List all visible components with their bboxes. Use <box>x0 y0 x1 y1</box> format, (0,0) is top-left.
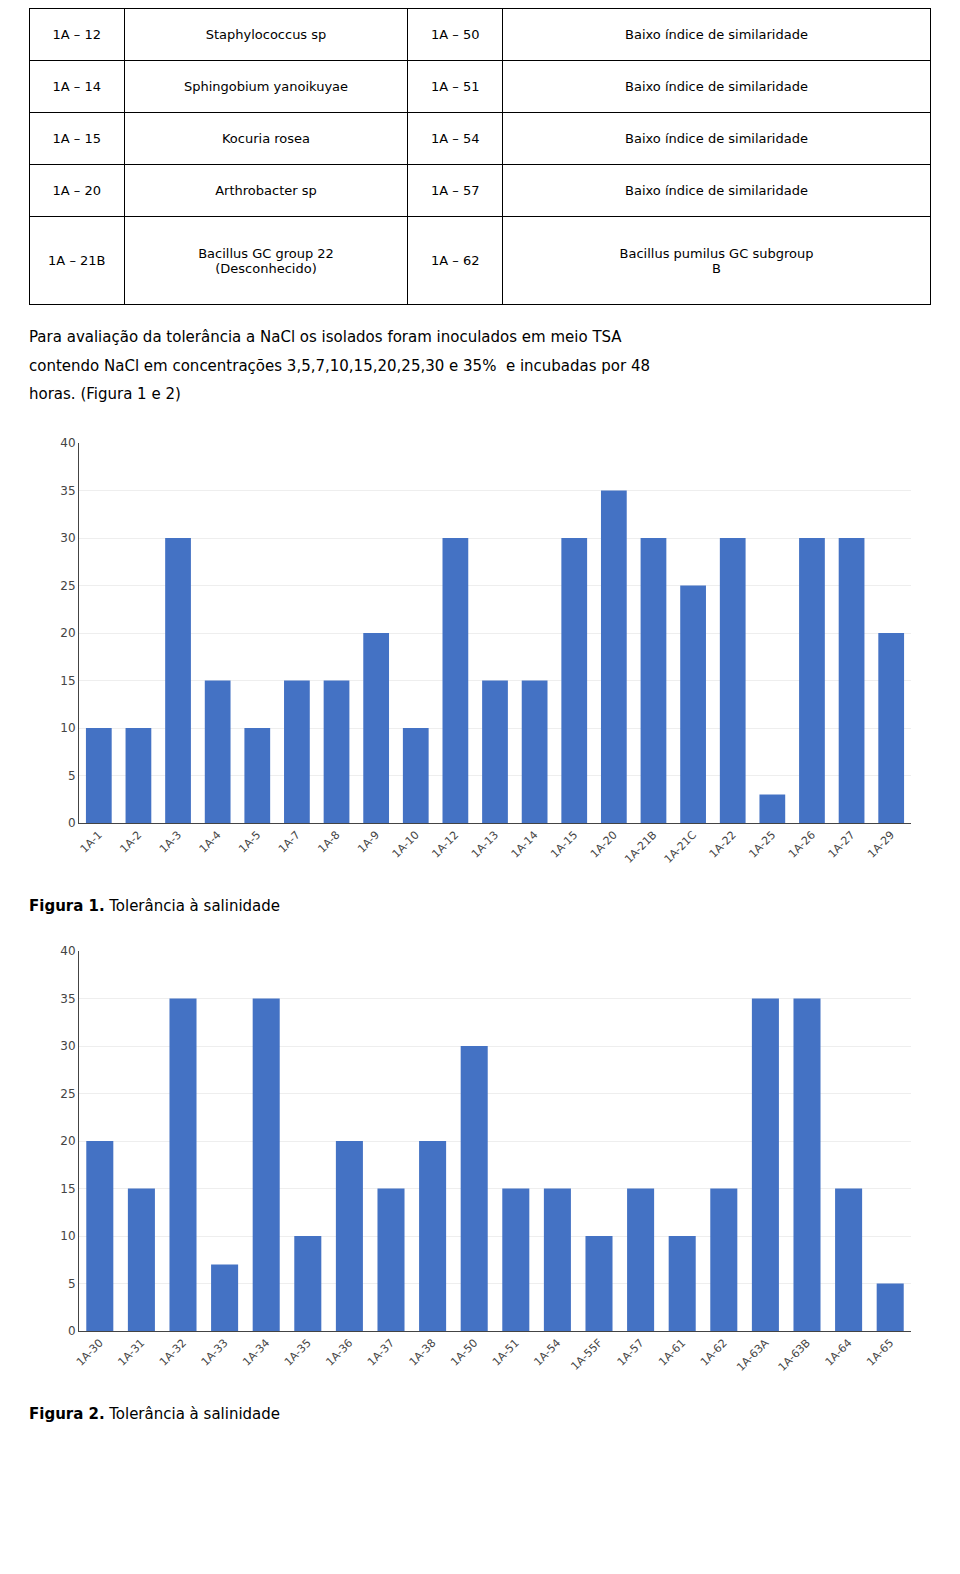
svg-text:10: 10 <box>60 721 75 735</box>
html-text:Para avaliação da tolerância a: Para avaliação da tolerância a NaCl os i… <box>29 328 622 346</box>
svg-text:5: 5 <box>68 1276 76 1290</box>
html-text:contendo NaCl em concentrações: contendo NaCl em concentrações 3,5,7,10,… <box>29 356 651 375</box>
svg-text:15: 15 <box>60 673 75 687</box>
html-text:1A – 57: 1A – 57 <box>431 183 480 198</box>
svg-text:1A-65: 1A-65 <box>864 1336 896 1368</box>
html-text:1A – 51: 1A – 51 <box>431 79 480 94</box>
svg-text:1A-4: 1A-4 <box>197 828 224 855</box>
svg-text:1A-51: 1A-51 <box>490 1336 522 1368</box>
svg-text:1A-2: 1A-2 <box>117 828 144 855</box>
svg-text:1A-26: 1A-26 <box>786 828 818 860</box>
svg-text:1A-62: 1A-62 <box>698 1336 730 1368</box>
svg-text:1A-13: 1A-13 <box>469 828 501 860</box>
svg-text:1A-29: 1A-29 <box>865 828 897 860</box>
svg-text:25: 25 <box>60 1086 75 1100</box>
svg-text:1A-1: 1A-1 <box>78 828 105 855</box>
svg-text:15: 15 <box>60 1181 75 1195</box>
html-text:Bacillus GC group 22 (Desconhe: Bacillus GC group 22 (Desconhecido) <box>198 245 334 276</box>
svg-text:35: 35 <box>60 991 75 1005</box>
html-text:1A – 14: 1A – 14 <box>52 79 101 94</box>
svg-text:1A-12: 1A-12 <box>429 828 461 860</box>
html-text:1A – 50: 1A – 50 <box>431 27 480 42</box>
html-text:Bacillus pumilus GC subgroup B: Bacillus pumilus GC subgroup B <box>619 245 814 276</box>
svg-text:1A-54: 1A-54 <box>531 1336 563 1368</box>
svg-text:1A-20: 1A-20 <box>588 828 620 860</box>
svg-text:0: 0 <box>68 816 76 830</box>
svg-text:1A-34: 1A-34 <box>240 1336 272 1368</box>
svg-text:25: 25 <box>60 578 75 592</box>
html-text:Arthrobacter sp: Arthrobacter sp <box>215 183 317 198</box>
svg-text:1A-15: 1A-15 <box>548 828 580 860</box>
html-text:Baixo índice de similaridade: Baixo índice de similaridade <box>625 131 808 146</box>
svg-text:1A-10: 1A-10 <box>390 828 422 860</box>
svg-text:1A-61: 1A-61 <box>656 1336 688 1368</box>
svg-text:1A-55F: 1A-55F <box>569 1336 605 1372</box>
svg-text:1A-14: 1A-14 <box>509 828 541 860</box>
svg-text:1A-25: 1A-25 <box>746 828 778 860</box>
svg-text:1A-32: 1A-32 <box>157 1336 189 1368</box>
svg-text:1A-57: 1A-57 <box>615 1336 647 1368</box>
svg-text:20: 20 <box>60 626 75 640</box>
svg-text:1A-63B: 1A-63B <box>776 1336 813 1373</box>
svg-text:30: 30 <box>60 531 75 545</box>
svg-text:1A-9: 1A-9 <box>355 828 382 855</box>
svg-text:1A-21B: 1A-21B <box>622 828 659 865</box>
svg-text:1A-33: 1A-33 <box>199 1336 231 1368</box>
html-text:1A – 54: 1A – 54 <box>431 131 480 146</box>
svg-text:1A-37: 1A-37 <box>365 1336 397 1368</box>
html-text:1A – 62: 1A – 62 <box>431 253 480 268</box>
html-text:horas. (Figura 1 e 2): horas. (Figura 1 e 2) <box>29 385 181 403</box>
svg-text:1A-22: 1A-22 <box>707 828 739 860</box>
html-text:Baixo índice de similaridade: Baixo índice de similaridade <box>625 79 808 94</box>
svg-text:35: 35 <box>60 483 75 497</box>
svg-text:1A-3: 1A-3 <box>157 828 184 855</box>
html-text:Staphylococcus sp: Staphylococcus sp <box>205 27 327 42</box>
svg-text:1A-35: 1A-35 <box>282 1336 314 1368</box>
svg-text:1A-31: 1A-31 <box>115 1336 147 1368</box>
html-text:Sphingobium yanoikuyae: Sphingobium yanoikuyae <box>183 79 349 94</box>
svg-text:1A-50: 1A-50 <box>448 1336 480 1368</box>
html-text:1A – 15: 1A – 15 <box>52 131 101 146</box>
html-text:Baixo índice de similaridade: Baixo índice de similaridade <box>625 183 808 198</box>
html-text:Kocuria rosea: Kocuria rosea <box>222 131 310 146</box>
html-text:Baixo índice de similaridade: Baixo índice de similaridade <box>625 27 808 42</box>
html-text:Figura 1. Tolerância à salinid: Figura 1. Tolerância à salinidade <box>29 896 281 915</box>
svg-text:40: 40 <box>60 944 75 958</box>
svg-text:5: 5 <box>68 768 76 782</box>
svg-text:1A-27: 1A-27 <box>826 828 858 860</box>
svg-text:0: 0 <box>68 1324 76 1338</box>
svg-text:1A-63A: 1A-63A <box>734 1336 772 1374</box>
html-text:1A – 12: 1A – 12 <box>52 27 101 42</box>
html-text:1A – 20: 1A – 20 <box>52 183 101 198</box>
svg-text:10: 10 <box>60 1229 75 1243</box>
svg-text:20: 20 <box>60 1134 75 1148</box>
svg-text:1A-36: 1A-36 <box>323 1336 355 1368</box>
svg-text:1A-8: 1A-8 <box>315 828 342 855</box>
html-text:1A – 21B: 1A – 21B <box>48 253 106 268</box>
svg-text:30: 30 <box>60 1039 75 1053</box>
svg-text:1A-38: 1A-38 <box>407 1336 439 1368</box>
svg-text:1A-7: 1A-7 <box>276 828 303 855</box>
html-text:Figura 2. Tolerância à salinid: Figura 2. Tolerância à salinidade <box>29 1404 281 1423</box>
svg-text:1A-5: 1A-5 <box>236 828 263 855</box>
svg-text:40: 40 <box>60 436 75 450</box>
svg-text:1A-64: 1A-64 <box>823 1336 855 1368</box>
svg-text:1A-21C: 1A-21C <box>662 828 700 866</box>
svg-text:1A-30: 1A-30 <box>74 1336 106 1368</box>
